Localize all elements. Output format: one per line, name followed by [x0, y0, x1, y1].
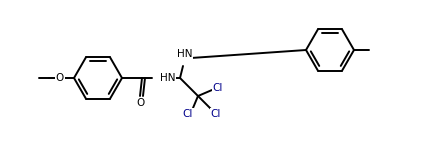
Text: O: O — [56, 73, 64, 83]
Text: HN: HN — [177, 49, 193, 59]
Text: Cl: Cl — [211, 109, 221, 119]
Text: Cl: Cl — [213, 83, 223, 93]
Text: Cl: Cl — [183, 109, 193, 119]
Text: HN: HN — [160, 73, 176, 83]
Text: O: O — [137, 98, 145, 108]
